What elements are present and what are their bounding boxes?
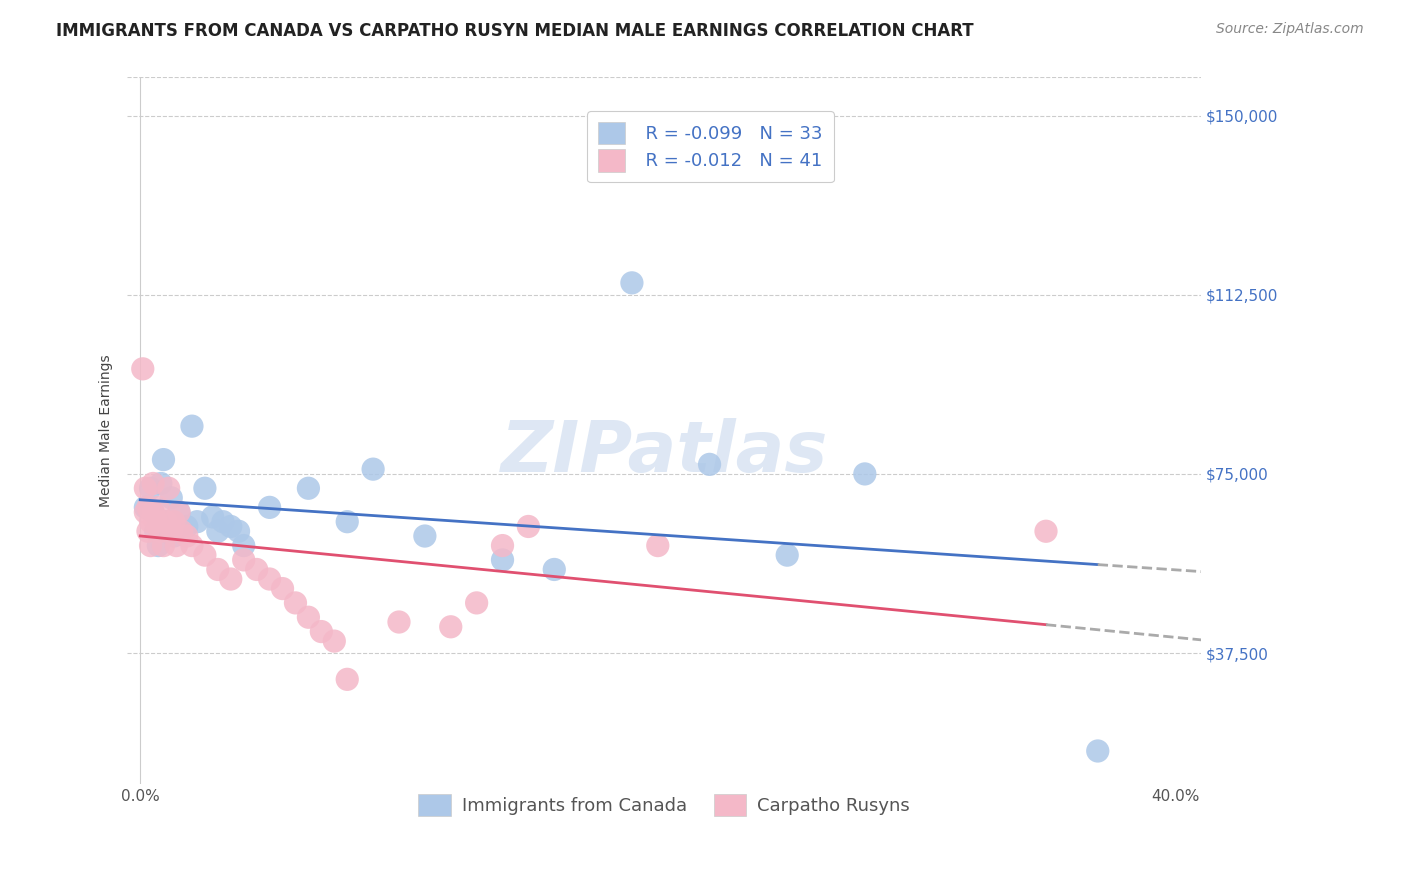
Point <box>207 524 229 539</box>
Point <box>149 476 172 491</box>
Point <box>1035 524 1057 539</box>
Text: IMMIGRANTS FROM CANADA VS CARPATHO RUSYN MEDIAN MALE EARNINGS CORRELATION CHART: IMMIGRANTS FROM CANADA VS CARPATHO RUSYN… <box>56 22 974 40</box>
Point <box>413 529 436 543</box>
Point <box>145 515 167 529</box>
Point <box>207 562 229 576</box>
Point <box>336 673 359 687</box>
Point <box>160 524 183 539</box>
Point <box>145 524 167 539</box>
Point <box>323 634 346 648</box>
Point <box>259 500 281 515</box>
Legend: Immigrants from Canada, Carpatho Rusyns: Immigrants from Canada, Carpatho Rusyns <box>409 785 920 825</box>
Point <box>142 505 165 519</box>
Point <box>1087 744 1109 758</box>
Point <box>132 361 155 376</box>
Point <box>152 452 174 467</box>
Point <box>148 500 170 515</box>
Text: Source: ZipAtlas.com: Source: ZipAtlas.com <box>1216 22 1364 37</box>
Y-axis label: Median Male Earnings: Median Male Earnings <box>100 355 114 508</box>
Point <box>297 610 319 624</box>
Point <box>139 481 162 495</box>
Point <box>543 562 565 576</box>
Point <box>134 505 156 519</box>
Point <box>440 620 463 634</box>
Point <box>271 582 294 596</box>
Point <box>136 524 159 539</box>
Point <box>228 524 250 539</box>
Point <box>155 515 177 529</box>
Point <box>219 572 242 586</box>
Point <box>170 524 193 539</box>
Point <box>176 519 198 533</box>
Point <box>465 596 488 610</box>
Point <box>201 510 224 524</box>
Point <box>136 500 159 515</box>
Point <box>336 515 359 529</box>
Point <box>134 500 156 515</box>
Point <box>311 624 333 639</box>
Point <box>139 515 162 529</box>
Point <box>361 462 384 476</box>
Point <box>142 505 165 519</box>
Point <box>139 539 162 553</box>
Point <box>157 481 180 495</box>
Point <box>491 539 513 553</box>
Point <box>149 524 172 539</box>
Point <box>186 515 208 529</box>
Point <box>160 491 183 505</box>
Point <box>219 519 242 533</box>
Point <box>167 505 190 519</box>
Point <box>176 529 198 543</box>
Point <box>194 548 217 562</box>
Point <box>152 539 174 553</box>
Point <box>388 615 411 629</box>
Point <box>246 562 269 576</box>
Point <box>148 539 170 553</box>
Point <box>776 548 799 562</box>
Point <box>853 467 876 481</box>
Point <box>155 515 177 529</box>
Point <box>620 276 643 290</box>
Point <box>163 515 186 529</box>
Point <box>134 481 156 495</box>
Point <box>165 539 187 553</box>
Point <box>194 481 217 495</box>
Point <box>181 419 204 434</box>
Point <box>163 529 186 543</box>
Point <box>491 553 513 567</box>
Point <box>142 476 165 491</box>
Point <box>647 539 669 553</box>
Point <box>167 505 190 519</box>
Point <box>297 481 319 495</box>
Point <box>517 519 540 533</box>
Point <box>212 515 235 529</box>
Point <box>232 553 254 567</box>
Point <box>181 539 204 553</box>
Point <box>259 572 281 586</box>
Point <box>232 539 254 553</box>
Point <box>699 458 721 472</box>
Point <box>284 596 307 610</box>
Text: ZIPatlas: ZIPatlas <box>501 417 828 487</box>
